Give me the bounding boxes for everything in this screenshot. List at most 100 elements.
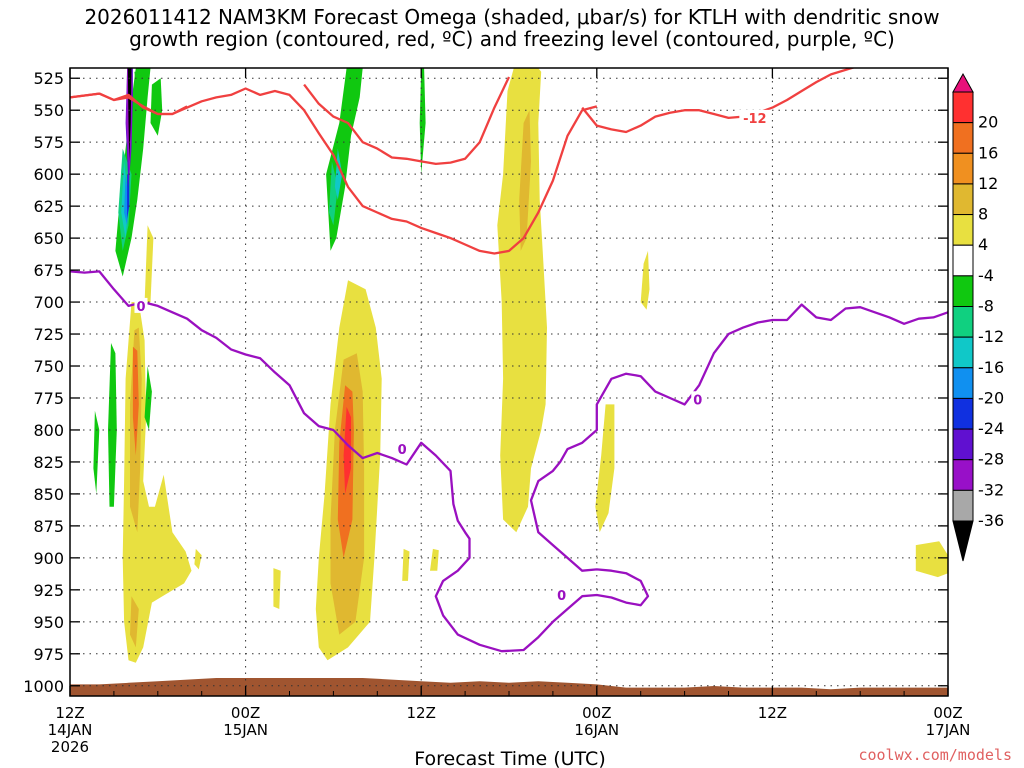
contour-0-3 xyxy=(581,68,856,134)
colorbar-label: -36 xyxy=(978,511,1004,530)
colorbar-label: 4 xyxy=(978,235,988,254)
x-tick-label: 16JAN xyxy=(574,721,619,739)
x-tick-label: 00Z xyxy=(582,704,611,722)
svg-text:0: 0 xyxy=(557,589,566,604)
omega-region-19 xyxy=(150,78,163,136)
omega-region-21 xyxy=(419,68,426,175)
y-tick-label: 800 xyxy=(33,421,64,440)
chart-title-line-2: growth region (contoured, red, ºC) and f… xyxy=(129,27,895,51)
omega-region-17 xyxy=(343,406,351,494)
x-tick-label: 12Z xyxy=(758,704,787,722)
omega-region-2 xyxy=(497,68,547,533)
x-tick-label: 00Z xyxy=(231,704,260,722)
y-tick-label: 975 xyxy=(33,645,64,664)
omega-region-34 xyxy=(127,68,132,162)
contour-0-1 xyxy=(70,92,188,116)
contour-label-4: -12 xyxy=(739,109,771,127)
chart-title-line-1: 2026011412 NAM3KM Forecast Omega (shaded… xyxy=(84,5,940,29)
omega-region-23 xyxy=(108,343,117,507)
omega-region-5 xyxy=(915,541,948,578)
x-tick-label: 12Z xyxy=(55,704,84,722)
y-tick-label: 525 xyxy=(33,69,64,88)
y-tick-label: 875 xyxy=(33,517,64,536)
colorbar-label: -16 xyxy=(978,358,1004,377)
omega-region-24 xyxy=(93,410,100,494)
y-tick-label: 550 xyxy=(33,101,64,120)
colorbar-bin xyxy=(952,336,974,369)
colorbar-bin xyxy=(952,397,974,430)
x-tick-label: 00Z xyxy=(933,704,962,722)
omega-region-6 xyxy=(194,548,202,570)
omega-region-10 xyxy=(144,225,154,303)
contour-label-3: 0 xyxy=(691,391,705,408)
chart-title: 2026011412 NAM3KM Forecast Omega (shaded… xyxy=(0,6,1024,50)
omega-region-13 xyxy=(130,596,139,648)
colorbar-bin xyxy=(952,152,974,185)
grid xyxy=(70,68,948,696)
y-tick-label: 750 xyxy=(33,357,64,376)
y-tick-label: 925 xyxy=(33,581,64,600)
y-axis: 525 550 575 600 625 650 675 700 725 750 775 800 825 8… xyxy=(23,69,948,696)
colorbar-label: -28 xyxy=(978,450,1004,469)
omega-region-9 xyxy=(430,548,439,571)
colorbar-label: -4 xyxy=(978,266,994,285)
y-tick-label: 725 xyxy=(33,325,64,344)
omega-region-7 xyxy=(273,568,281,609)
omega-region-4 xyxy=(640,250,650,310)
colorbar-bin xyxy=(952,214,974,246)
credit-text: coolwx.com/models xyxy=(858,746,1012,764)
colorbar-label: 16 xyxy=(978,143,998,162)
colorbar-bin xyxy=(952,520,974,562)
contours: 0 0 0 0 -12 xyxy=(70,68,948,653)
colorbar-bin xyxy=(952,244,974,277)
svg-text:0: 0 xyxy=(136,300,145,315)
y-tick-label: 850 xyxy=(33,485,64,504)
omega-region-29 xyxy=(334,148,343,200)
omega-region-31 xyxy=(127,174,130,219)
colorbar-bin xyxy=(952,91,974,124)
y-tick-label: 575 xyxy=(33,133,64,152)
y-tick-label: 775 xyxy=(33,389,64,408)
contour-label-1: 0 xyxy=(395,441,409,458)
svg-text:0: 0 xyxy=(693,393,702,408)
contour-0-2 xyxy=(303,76,511,166)
colorbar-label: -8 xyxy=(978,297,994,316)
colorbar-label: 12 xyxy=(978,174,998,193)
omega-region-14 xyxy=(519,110,531,251)
x-axis-label: Forecast Time (UTC) xyxy=(414,748,605,768)
y-tick-label: 600 xyxy=(33,165,64,184)
y-tick-label: 650 xyxy=(33,229,64,248)
omega-region-8 xyxy=(402,548,410,581)
omega-region-20 xyxy=(326,68,363,251)
colorbar-bin xyxy=(952,306,974,338)
y-tick-label: 700 xyxy=(33,293,64,312)
y-tick-label: 950 xyxy=(33,613,64,632)
omega-region-3 xyxy=(595,404,615,533)
colorbar-bin xyxy=(952,367,974,399)
y-tick-label: 900 xyxy=(33,549,64,568)
colorbar-label: -32 xyxy=(978,480,1004,499)
omega-region-27 xyxy=(329,161,338,226)
colorbar-bin xyxy=(952,72,974,93)
colorbar-bin xyxy=(952,459,974,491)
omega-shading xyxy=(93,68,948,663)
colorbar-label: 8 xyxy=(978,205,988,224)
y-tick-label: 825 xyxy=(33,453,64,472)
x-tick-label: 17JAN xyxy=(926,721,971,739)
contour-label-2: 0 xyxy=(555,586,569,604)
svg-text:0: 0 xyxy=(398,443,407,458)
x-tick-label: 15JAN xyxy=(223,721,268,739)
omega-region-22 xyxy=(134,71,141,104)
colorbar-label: 20 xyxy=(978,113,998,132)
x-tick-label: 12Z xyxy=(407,704,436,722)
colorbar-label: -12 xyxy=(978,327,1004,346)
x-tick-label: 14JAN xyxy=(48,721,93,739)
colorbar-label: -24 xyxy=(978,419,1004,438)
contour-1-0 xyxy=(70,270,948,653)
colorbar-label: -20 xyxy=(978,388,1004,407)
colorbar-bin xyxy=(952,275,974,308)
colorbar: 20 16 12 8 4 -4 -8 -12 -16 -20 -24 -28 -32 -36 xyxy=(952,72,1004,562)
y-tick-label: 675 xyxy=(33,261,64,280)
